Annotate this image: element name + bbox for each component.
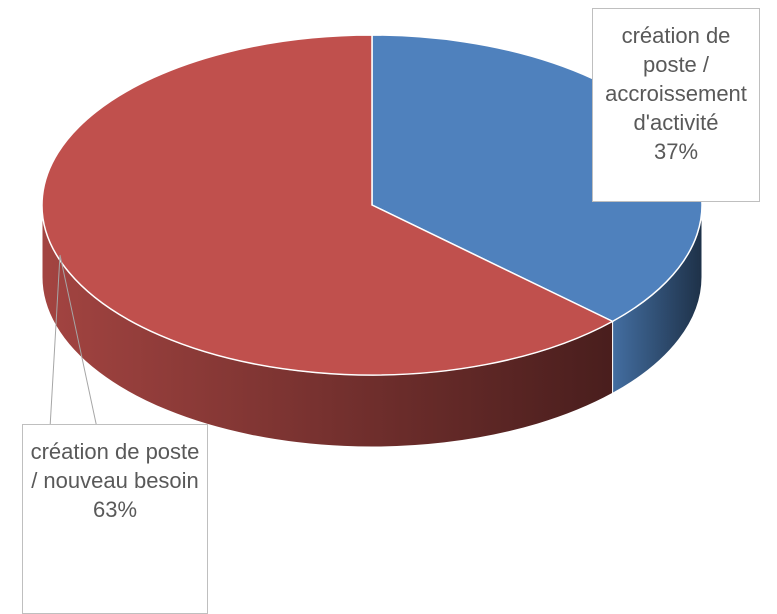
label-category: création de poste / nouveau besoin: [30, 439, 200, 493]
data-label: création de poste / accroissement d'acti…: [592, 8, 760, 202]
label-value: 63%: [92, 497, 138, 522]
label-value: 37%: [653, 139, 699, 164]
leader-line: [49, 254, 98, 429]
data-label: création de poste / nouveau besoin 63%: [22, 424, 208, 614]
slice: [41, 34, 615, 376]
label-category: création de poste / accroissement d'acti…: [605, 23, 747, 135]
